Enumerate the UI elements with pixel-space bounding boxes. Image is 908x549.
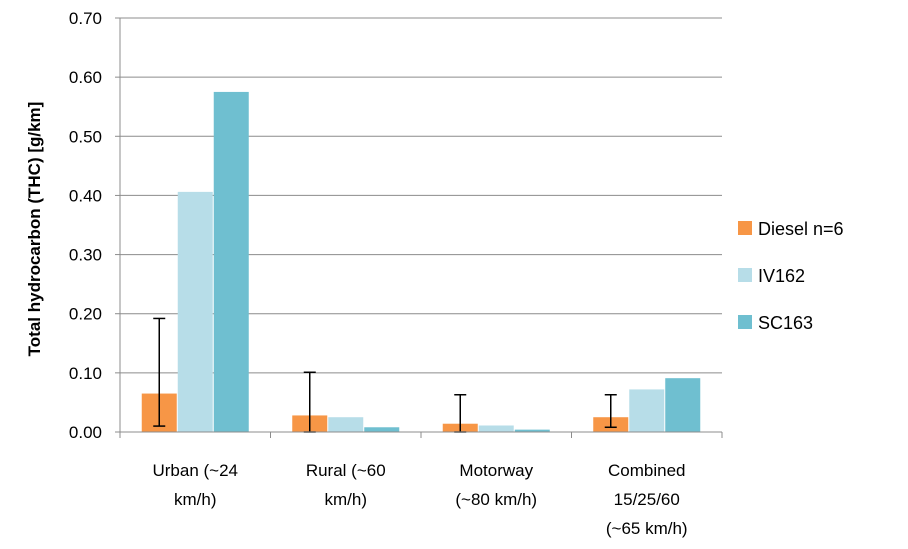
legend-swatch bbox=[738, 315, 752, 329]
legend-label: SC163 bbox=[758, 313, 813, 333]
y-tick-label: 0.70 bbox=[69, 9, 102, 28]
x-axis bbox=[119, 431, 723, 438]
y-axis-label: Total hydrocarbon (THC) [g/km] bbox=[25, 102, 44, 357]
y-tick-label: 0.00 bbox=[69, 423, 102, 442]
x-tick-label: Rural (~60 km/h) bbox=[306, 461, 386, 509]
bar-sc163 bbox=[665, 378, 701, 432]
y-tick-label: 0.40 bbox=[69, 186, 102, 205]
x-tick-label: Combined 15/25/60 (~65 km/h) bbox=[606, 461, 688, 538]
y-tick-label: 0.20 bbox=[69, 305, 102, 324]
bars bbox=[141, 91, 701, 432]
legend-label: IV162 bbox=[758, 266, 805, 286]
bar-iv162 bbox=[177, 191, 213, 432]
bar-iv162 bbox=[478, 425, 514, 432]
error-bars bbox=[153, 317, 617, 433]
legend-swatch bbox=[738, 268, 752, 282]
bar-iv162 bbox=[328, 417, 364, 432]
x-axis-labels: Urban (~24 km/h) Rural (~60 km/h) Motorway (~… bbox=[152, 461, 687, 538]
y-axis-ticks: 0.00 0.10 0.20 0.30 0.40 0.50 0.60 0.70 bbox=[69, 9, 121, 442]
y-tick-label: 0.60 bbox=[69, 68, 102, 87]
legend: Diesel n=6 IV162 SC163 bbox=[738, 219, 844, 333]
bar-sc163 bbox=[213, 91, 249, 432]
legend-label: Diesel n=6 bbox=[758, 219, 844, 239]
y-tick-label: 0.10 bbox=[69, 364, 102, 383]
x-tick-label: Motorway (~80 km/h) bbox=[455, 461, 537, 509]
bar-sc163 bbox=[514, 429, 550, 432]
bar-iv162 bbox=[629, 389, 665, 432]
x-tick-label: Urban (~24 km/h) bbox=[152, 461, 238, 509]
y-tick-label: 0.50 bbox=[69, 127, 102, 146]
bar-sc163 bbox=[364, 427, 400, 432]
y-tick-label: 0.30 bbox=[69, 246, 102, 265]
legend-swatch bbox=[738, 221, 752, 235]
